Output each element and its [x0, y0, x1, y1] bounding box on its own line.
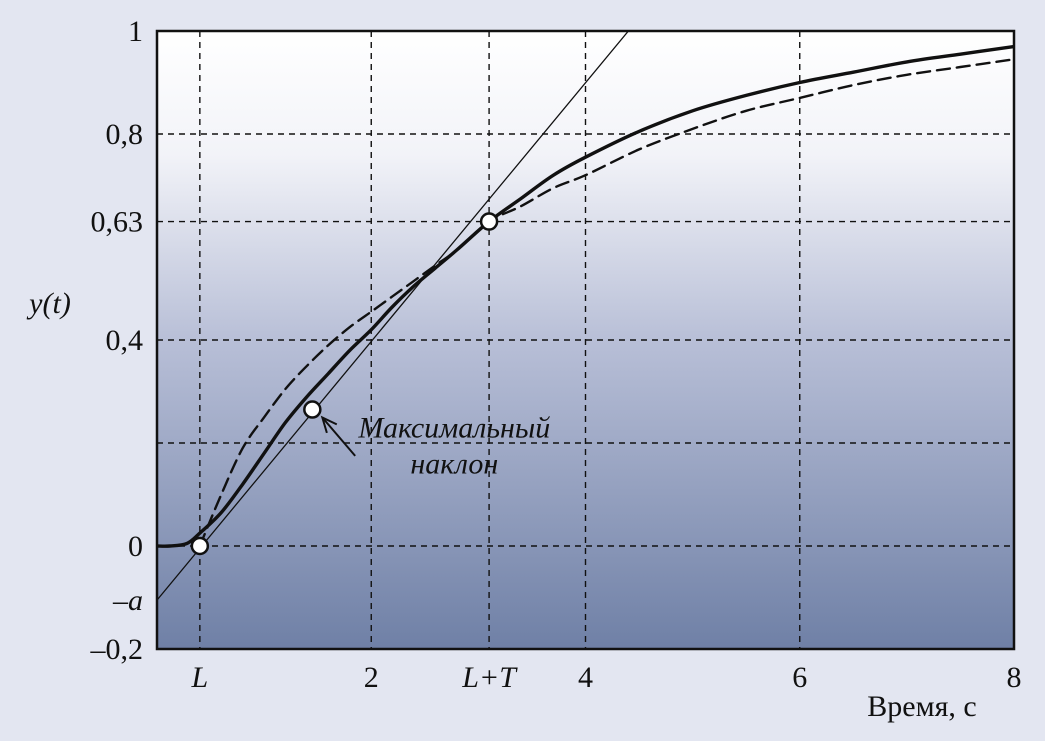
annotation-text-line-1: наклон [410, 447, 498, 480]
annotation-arrow-head [320, 415, 338, 434]
x-axis-title: Время, с [867, 690, 976, 723]
y-tick-labels: 1 0,8 0,63 0,4 0 –a –0,2 [90, 15, 144, 666]
annotation-text-line-0: Максимальный [357, 411, 550, 444]
y-axis-title: y(t) [26, 287, 71, 320]
grid [157, 31, 1014, 649]
y-tick-label-1: 0,8 [106, 118, 144, 151]
plot-frame [155, 29, 1016, 651]
point-marker-0 [190, 536, 210, 556]
y-tick-label-2: 0,63 [91, 206, 144, 239]
y-tick-label-0: 1 [128, 15, 143, 48]
x-tick-label-3: 4 [578, 661, 593, 694]
point-marker-2 [479, 212, 499, 231]
x-tick-label-1: 2 [364, 661, 379, 694]
y-tick-label-5: –a [112, 584, 143, 617]
y-tick-label-6: –0,2 [90, 633, 144, 666]
marker-group [190, 212, 499, 556]
x-tick-label-5: 8 [1007, 661, 1022, 694]
annotation-arrow-line [321, 416, 356, 457]
series-group [157, 31, 1014, 601]
series-line-1 [198, 58, 1014, 548]
y-tick-label-3: 0,4 [106, 324, 144, 357]
point-marker-1 [303, 400, 322, 419]
x-tick-label-2: L+T [461, 661, 518, 694]
series-line-2 [157, 31, 630, 601]
y-tick-label-4: 0 [128, 530, 143, 563]
x-tick-label-4: 6 [792, 661, 807, 694]
x-tick-labels: L 2 L+T 4 6 8 [191, 661, 1022, 694]
x-tick-label-0: L [191, 661, 209, 694]
